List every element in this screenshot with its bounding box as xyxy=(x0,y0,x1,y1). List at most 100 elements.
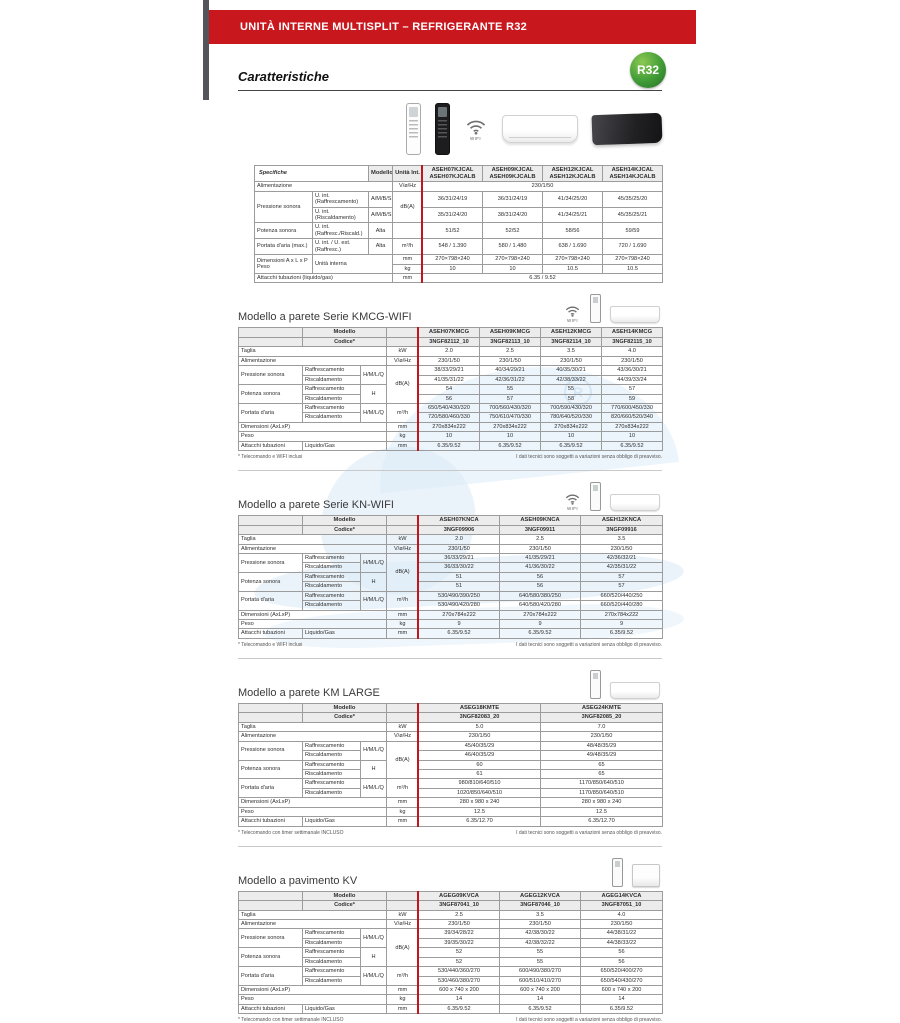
table-row: Modello ASEH07KMCG ASEH09KMCG ASEH12KMCG ASE… xyxy=(238,327,663,339)
table-cell: 49/48/35/29 xyxy=(540,750,663,761)
footnotes: * Telecomando e WIFI inclusi I dati tecn… xyxy=(238,454,662,460)
table-cell: AGEG14KVCA xyxy=(580,890,663,902)
table-cell: 600/490/380/270 xyxy=(499,966,581,977)
table-cell: kg xyxy=(392,263,424,274)
table-cell: 44/38/33/22 xyxy=(580,937,663,949)
table-cell: A/M/B/S xyxy=(368,190,394,208)
section-icons: WIFI xyxy=(564,294,662,324)
table-cell: 230/1/50 xyxy=(540,355,602,367)
table-cell: 35/31/24/20 xyxy=(422,206,484,224)
table-cell: 3NGF82083_20 xyxy=(418,712,541,723)
table-cell: Codice* xyxy=(302,712,387,723)
table-cell: 45/35/25/21 xyxy=(602,206,664,224)
table-cell: 2.5 xyxy=(479,346,541,357)
footnotes: * Telecomando con timer settimanale INCL… xyxy=(238,830,662,836)
table-cell: Liquido/Gas xyxy=(302,628,387,639)
table-cell: 44/38/31/22 xyxy=(580,928,663,939)
table-cell: ASEH07KNCA xyxy=(418,515,500,526)
table-cell: 36/31/24/19 xyxy=(482,190,544,208)
section-divider xyxy=(238,657,662,659)
table-cell: Unità interna xyxy=(311,254,394,274)
table-cell: 3NGF09911 xyxy=(499,524,581,536)
table-cell: 230/1/50 xyxy=(418,543,500,555)
table-cell: 660/520/440/280 xyxy=(580,600,663,611)
remote-icon xyxy=(590,669,601,699)
table-cell: Raffrescamento xyxy=(302,384,361,395)
table-cell: 41/34/25/20 xyxy=(542,190,604,208)
table-cell: Attacchi tubazioni xyxy=(238,628,303,639)
table-cell: dB(A) xyxy=(386,365,419,404)
table-cell: 530/460/380/270 xyxy=(418,975,500,987)
kv-table: Modello AGEG09KVCA AGEG12KVCA AGEG14KVCA Cod… xyxy=(238,890,663,1015)
table-cell: 56 xyxy=(580,947,663,958)
table-row: Peso kg 14 14 14 xyxy=(238,994,663,1005)
table-cell: 65 xyxy=(540,768,663,780)
table-cell: Taglia xyxy=(238,346,387,357)
table-row: Portata d'aria Raffrescamento H/M/L/Q m³/h 6… xyxy=(238,402,663,423)
table-cell xyxy=(238,890,303,902)
specifiche-table: Specifiche Modello Unità Int. ASEH07KJCAL A… xyxy=(253,164,664,284)
remote-icon xyxy=(590,294,601,324)
table-cell: 51 xyxy=(418,581,500,592)
table-cell xyxy=(238,524,303,536)
table-cell: m³/h xyxy=(386,778,419,799)
table-row: Potenza sonora U. int. (Raffresc./Riscald… xyxy=(254,222,664,240)
section-icons xyxy=(612,857,662,887)
table-cell: H xyxy=(360,571,387,592)
table-cell: m³/h xyxy=(386,590,419,611)
table-cell: kW xyxy=(386,721,419,733)
wifi-icon: WIFI xyxy=(464,117,488,141)
table-cell: Attacchi tubazioni (liquido/gas) xyxy=(253,272,394,284)
table-cell: 6.35/9.52 xyxy=(499,1003,581,1015)
table-cell: Taglia xyxy=(238,721,387,733)
table-cell: 40/35/30/21 xyxy=(540,365,602,376)
table-row: Riscaldamento 41/35/31/22 42/36/31/22 42/38… xyxy=(239,374,663,386)
table-cell: 6.35/9.52 xyxy=(479,440,541,452)
table-cell: 270×798×240 xyxy=(602,254,664,265)
section-header: Modello a parete Serie KN-WIFI WIFI xyxy=(238,481,662,512)
remote-icon xyxy=(590,482,601,512)
table-row: Dimensioni (AxLxP) mm 600 x 740 x 200 600 x… xyxy=(238,984,663,996)
table-cell: Pressione sonora xyxy=(238,365,303,386)
table-row: Pressione sonora Raffrescamento H/M/L/Q dB(… xyxy=(238,928,663,968)
table-cell: 270×798×240 xyxy=(482,254,544,265)
table-cell xyxy=(392,222,424,240)
table-cell: Riscaldamento xyxy=(302,374,361,386)
km-large-table: Modello ASEG18KMTE ASEG24KMTE Codice* 3NGF82… xyxy=(238,702,663,827)
table-cell: U. int. (Raffresc./Riscald.) xyxy=(311,222,370,240)
footnote-left: * Telecomando con timer settimanale INCL… xyxy=(238,1017,344,1023)
table-cell: Riscaldamento xyxy=(302,562,361,573)
table-cell: ASEH12KNCA xyxy=(580,515,663,526)
table-row: Codice* 3NGF87041_10 3NGF87046_10 3NGF87051… xyxy=(238,900,663,911)
table-cell: Pressione sonora xyxy=(238,740,303,761)
table-cell: 3NGF87046_10 xyxy=(499,900,581,911)
table-cell: 57 xyxy=(601,384,663,395)
table-row: Riscaldamento 56 57 58 59 xyxy=(239,393,663,405)
table-cell xyxy=(386,515,419,526)
table-row: Modello ASEH07KNCA ASEH09KNCA ASEH12KNCA xyxy=(238,515,663,526)
table-cell: 42/38/33/22 xyxy=(540,374,602,386)
table-cell: ASEH14KMCG xyxy=(601,327,663,339)
table-row: Portata d'aria Raffrescamento H/M/L/Q m³/h 5… xyxy=(238,966,663,986)
table-cell: Raffrescamento xyxy=(302,947,361,958)
table-cell: 3NGF09906 xyxy=(418,524,500,536)
table-cell: 6.35/9.52 xyxy=(580,628,663,639)
table-cell: H/M/L/Q xyxy=(360,778,387,799)
table-cell: 42/36/31/22 xyxy=(479,374,541,386)
table-cell: Modello xyxy=(302,327,387,339)
table-cell: 9 xyxy=(580,618,663,630)
table-cell: 600 x 740 x 200 xyxy=(580,984,663,996)
table-cell: Attacchi tubazioni xyxy=(238,816,303,827)
table-cell: H/M/L/Q xyxy=(360,966,387,986)
table-row: Potenza sonora Raffrescamento H 51 56 57 xyxy=(238,571,663,592)
table-cell: Riscaldamento xyxy=(302,600,361,611)
table-cell: Portata d'aria xyxy=(238,402,303,423)
table-cell: Alimentazione xyxy=(238,731,387,742)
table-cell: Alimentazione xyxy=(238,543,387,555)
table-cell: Specifiche xyxy=(253,164,370,183)
table-cell: 980/810/640/510 xyxy=(418,778,541,789)
table-cell: V/ø/Hz xyxy=(386,355,419,367)
table-cell: 38/33/29/21 xyxy=(418,365,480,376)
table-row: Dimensioni (AxLxP) mm 270x834x222 270x834x2… xyxy=(238,421,663,433)
table-cell: 230/1/50 xyxy=(479,355,541,367)
